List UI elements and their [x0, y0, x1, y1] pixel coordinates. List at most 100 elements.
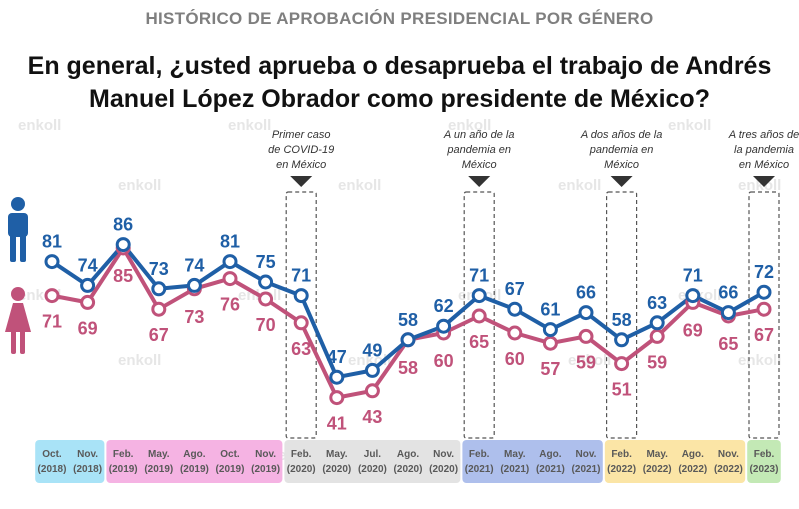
x-tick-year: (2020): [287, 464, 316, 475]
annotation-text: en México: [276, 159, 326, 171]
x-tick-month: Feb.: [291, 449, 312, 460]
chart-title: En general, ¿usted aprueba o desaprueba …: [0, 50, 799, 116]
x-tick-month: Ago.: [183, 449, 205, 460]
chart-supertitle: HISTÓRICO DE APROBACIÓN PRESIDENCIAL POR…: [145, 9, 654, 28]
annotation-text: de COVID-19: [268, 144, 334, 156]
men-point: [756, 284, 772, 300]
men-point: [542, 322, 558, 338]
x-tick-year: (2021): [536, 464, 565, 475]
women-data-label: 70: [256, 315, 276, 335]
x-tick-month: Nov.: [718, 449, 739, 460]
men-data-label: 61: [540, 300, 560, 320]
women-point: [542, 335, 558, 351]
women-data-label: 51: [612, 380, 632, 400]
x-tick-month: Ago.: [539, 449, 561, 460]
women-data-label: 73: [184, 307, 204, 327]
men-point: [649, 315, 665, 331]
x-tick-year: (2021): [500, 464, 529, 475]
men-point: [222, 254, 238, 270]
women-point: [151, 301, 167, 317]
x-tick-month: Oct.: [220, 449, 240, 460]
x-tick-year: (2022): [607, 464, 636, 475]
x-tick-year: (2020): [322, 464, 351, 475]
men-point: [258, 274, 274, 290]
watermark-text: enkoll: [738, 352, 781, 369]
men-data-label: 73: [149, 259, 169, 279]
year-band: [604, 440, 746, 483]
x-tick-month: Nov.: [77, 449, 98, 460]
series-points: [44, 237, 772, 406]
women-point: [578, 328, 594, 344]
men-data-label: 81: [42, 232, 62, 252]
men-point: [507, 301, 523, 317]
men-point: [151, 281, 167, 297]
men-data-label: 49: [362, 340, 382, 360]
x-tick-year: (2019): [109, 464, 138, 475]
watermark-text: enkoll: [18, 117, 61, 134]
men-point: [364, 362, 380, 378]
annotation-box: [463, 191, 495, 439]
watermark-text: enkoll: [118, 352, 161, 369]
x-tick-year: (2018): [73, 464, 102, 475]
year-band: [462, 440, 603, 483]
women-data-label: 60: [434, 351, 454, 371]
women-data-label: 67: [149, 325, 169, 345]
watermark-text: enkoll: [118, 177, 161, 194]
men-data-label: 86: [113, 215, 133, 235]
x-tick-month: Feb.: [754, 449, 775, 460]
x-tick-month: Nov.: [433, 449, 454, 460]
x-tick-year: (2019): [144, 464, 173, 475]
annotation-text: México: [604, 159, 639, 171]
men-point: [293, 288, 309, 304]
x-tick-year: (2020): [358, 464, 387, 475]
x-tick-month: Oct.: [42, 449, 62, 460]
women-data-label: 69: [683, 320, 703, 340]
annotation-text: pandemia en: [446, 144, 511, 156]
x-tick-month: Jul.: [364, 449, 381, 460]
annotation-text: la pandemia: [734, 144, 794, 156]
women-data-label: 71: [42, 312, 62, 332]
women-point: [44, 288, 60, 304]
men-data-label: 63: [647, 293, 667, 313]
men-point: [329, 369, 345, 385]
women-point: [471, 308, 487, 324]
x-tick-year: (2020): [429, 464, 458, 475]
men-data-label: 66: [718, 283, 738, 303]
x-tick-month: Feb.: [611, 449, 632, 460]
men-data-label: 67: [505, 279, 525, 299]
women-data-label: 41: [327, 414, 347, 434]
x-tick-month: Feb.: [469, 449, 490, 460]
men-point: [186, 277, 202, 293]
men-data-label: 81: [220, 232, 240, 252]
x-tick-year: (2021): [465, 464, 494, 475]
women-data-label: 59: [647, 352, 667, 372]
x-tick-year: (2021): [572, 464, 601, 475]
men-data-label: 71: [683, 266, 703, 286]
women-point: [258, 291, 274, 307]
x-tick-month: Nov.: [576, 449, 597, 460]
watermark-text: enkoll: [338, 177, 381, 194]
watermark-text: enkoll: [568, 352, 611, 369]
women-data-label: 85: [113, 266, 133, 286]
women-data-label: 59: [576, 352, 596, 372]
annotation-text: en México: [739, 159, 789, 171]
year-bands: [35, 440, 781, 483]
men-point: [436, 318, 452, 334]
x-tick-year: (2019): [216, 464, 245, 475]
men-data-label: 74: [78, 255, 98, 275]
annotation-box: [605, 191, 638, 439]
women-data-label: 67: [754, 325, 774, 345]
x-axis: Oct. (2018) Nov. (2018) Feb. (2019) May. (2019)…: [38, 449, 779, 475]
men-data-label: 58: [398, 310, 418, 330]
chart-title-line1: En general, ¿usted aprueba o desaprueba …: [27, 52, 772, 80]
men-data-label: 58: [612, 310, 632, 330]
annotation-text: A dos años de la: [580, 129, 663, 141]
women-data-label: 76: [220, 295, 240, 315]
men-point: [115, 237, 131, 253]
women-point: [222, 271, 238, 287]
year-band: [35, 440, 105, 483]
annotation-text: México: [462, 159, 497, 171]
watermark-text: enkoll: [228, 117, 271, 134]
x-tick-month: Feb.: [113, 449, 134, 460]
